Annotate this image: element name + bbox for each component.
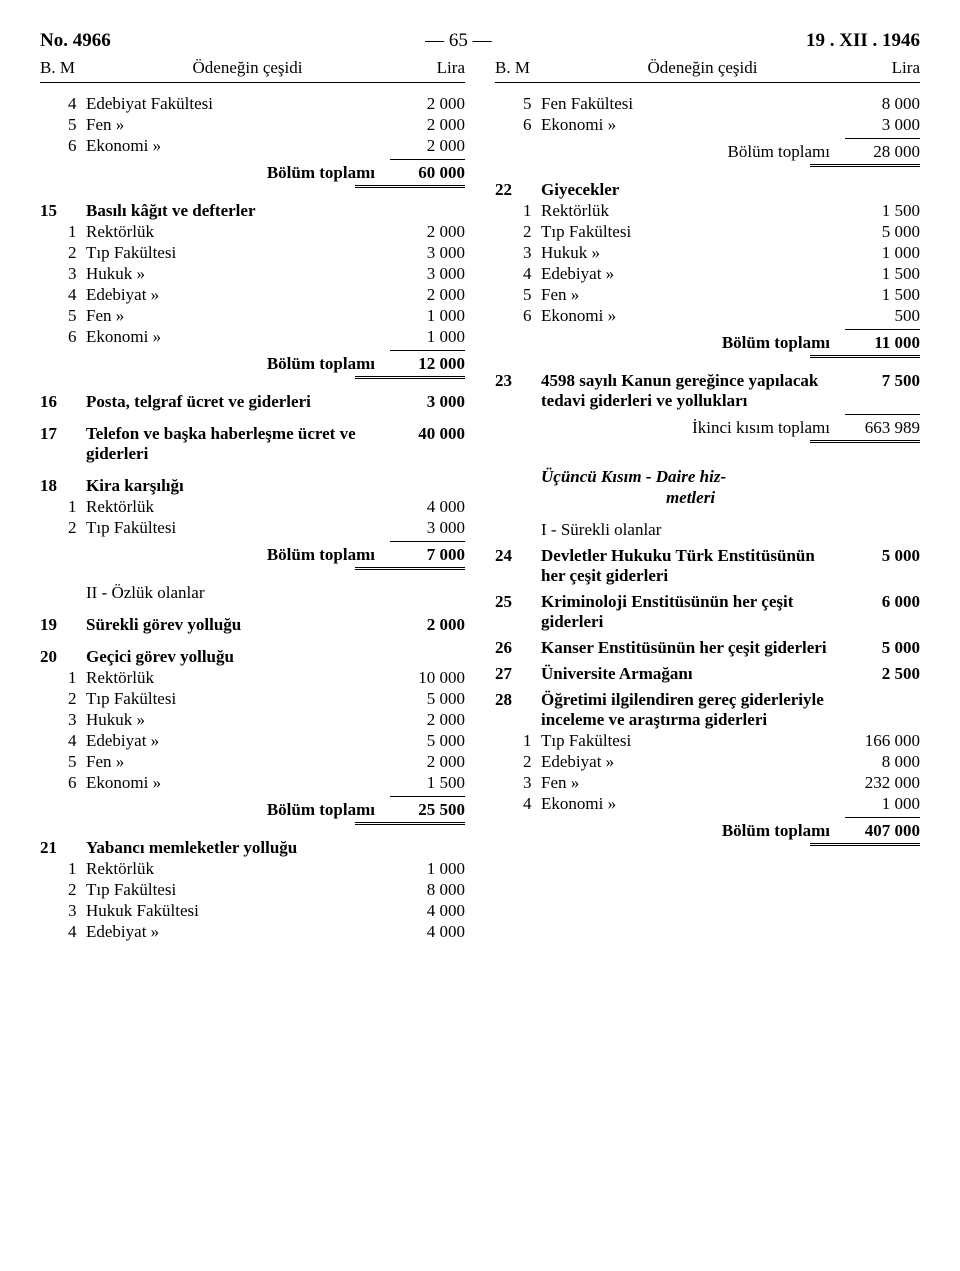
doc-number: No. 4966: [40, 30, 111, 52]
table-row: 2Tıp Fakültesi3 000: [40, 518, 465, 538]
table-row: 6Ekonomi »1 500: [40, 773, 465, 793]
page-number: — 65 —: [425, 30, 492, 52]
col-lira: Lira: [395, 58, 465, 78]
table-row: 3Hukuk »1 000: [495, 243, 920, 263]
section-total: Bölüm toplamı7 000: [40, 545, 465, 565]
section-row: 26Kanser Enstitüsünün her çe­şit giderle…: [495, 638, 920, 658]
table-row: 2Tıp Fakültesi5 000: [495, 222, 920, 242]
table-row: 5Fen »1 500: [495, 285, 920, 305]
table-row: 3Fen »232 000: [495, 773, 920, 793]
table-row: 4Edebiyat »1 500: [495, 264, 920, 284]
table-row: 6Ekonomi »3 000: [495, 115, 920, 135]
subsection: I - Sürekli olanlar: [495, 520, 920, 540]
table-row: 3Hukuk Fakültesi4 000: [40, 901, 465, 921]
col-mid: Ödeneğin çeşidi: [555, 58, 850, 78]
section-header: 22Giyecekler: [495, 180, 920, 200]
table-row: 1Rektörlük2 000: [40, 222, 465, 242]
section-total: Bölüm toplamı28 000: [495, 142, 920, 162]
table-row: 1Tıp Fakültesi166 000: [495, 731, 920, 751]
section-row: 19Sürekli görev yolluğu2 000: [40, 615, 465, 635]
section-row: 24Devletler Hukuku Türk Enstitüsünün her…: [495, 546, 920, 586]
col-lira: Lira: [850, 58, 920, 78]
col-bm: B. M: [495, 58, 555, 78]
section-total: Bölüm toplamı25 500: [40, 800, 465, 820]
part-header: Üçüncü Kısım - Daire hiz-: [495, 467, 920, 487]
section-header: 21Yabancı memleketler yolluğu: [40, 838, 465, 858]
section-row: 25Kriminoloji Enstitüsünün her çeşit gid…: [495, 592, 920, 632]
table-row: 1Rektörlük10 000: [40, 668, 465, 688]
section-row: 27Üniversite Armağanı2 500: [495, 664, 920, 684]
right-column: 5Fen Fakültesi8 000 6Ekonomi »3 000 Bölü…: [495, 93, 920, 943]
doc-date: 19 . XII . 1946: [806, 30, 920, 52]
table-row: 2Tıp Fakültesi8 000: [40, 880, 465, 900]
table-row: 4Ekonomi »1 000: [495, 794, 920, 814]
table-row: 6Ekonomi »2 000: [40, 136, 465, 156]
section-header: 18Kira karşılığı: [40, 476, 465, 496]
left-column: 4Edebiyat Fakültesi2 000 5Fen »2 000 6Ek…: [40, 93, 465, 943]
table-row: 5Fen »1 000: [40, 306, 465, 326]
section-total: Bölüm toplamı60 000: [40, 163, 465, 183]
table-row: 5Fen »2 000: [40, 115, 465, 135]
table-row: 6Ekonomi »500: [495, 306, 920, 326]
col-bm: B. M: [40, 58, 100, 78]
section-header: 15Basılı kâğıt ve defterler: [40, 201, 465, 221]
table-row: 3Hukuk »2 000: [40, 710, 465, 730]
col-mid: Ödeneğin çeşidi: [100, 58, 395, 78]
section-total: Bölüm toplamı407 000: [495, 821, 920, 841]
table-row: 2Tıp Fakültesi3 000: [40, 243, 465, 263]
table-row: 6Ekonomi »1 000: [40, 327, 465, 347]
table-row: 1Rektörlük4 000: [40, 497, 465, 517]
table-row: 4Edebiyat »4 000: [40, 922, 465, 942]
part-header: metleri: [495, 488, 920, 508]
table-row: 3Hukuk »3 000: [40, 264, 465, 284]
table-row: 1Rektörlük1 500: [495, 201, 920, 221]
table-row: 2Tıp Fakültesi5 000: [40, 689, 465, 709]
section-row: 16Posta, telgraf ücret ve gider­leri3 00…: [40, 392, 465, 412]
table-row: 1Rektörlük1 000: [40, 859, 465, 879]
section-row: 234598 sayılı Kanun gereğince yapılacak …: [495, 371, 920, 411]
table-row: 4Edebiyat Fakültesi2 000: [40, 94, 465, 114]
table-row: 5Fen Fakültesi8 000: [495, 94, 920, 114]
section-total: Bölüm toplamı11 000: [495, 333, 920, 353]
table-row: 4Edebiyat »2 000: [40, 285, 465, 305]
table-row: 5Fen »2 000: [40, 752, 465, 772]
part-total: İkinci kısım toplamı663 989: [495, 418, 920, 438]
section-total: Bölüm toplamı12 000: [40, 354, 465, 374]
column-headers: B. M Ödeneğin çeşidi Lira B. M Ödeneğin …: [40, 58, 920, 93]
section-header: 20Geçici görev yolluğu: [40, 647, 465, 667]
page-header: No. 4966 — 65 — 19 . XII . 1946: [40, 30, 920, 52]
table-row: 2Edebiyat »8 000: [495, 752, 920, 772]
section-header: 28Öğretimi ilgilendiren gereç giderleriy…: [495, 690, 920, 730]
content-columns: 4Edebiyat Fakültesi2 000 5Fen »2 000 6Ek…: [40, 93, 920, 943]
section-row: 17Telefon ve başka haberleşme ücret ve g…: [40, 424, 465, 464]
table-row: 4Edebiyat »5 000: [40, 731, 465, 751]
subsection: II - Özlük olanlar: [40, 583, 465, 603]
